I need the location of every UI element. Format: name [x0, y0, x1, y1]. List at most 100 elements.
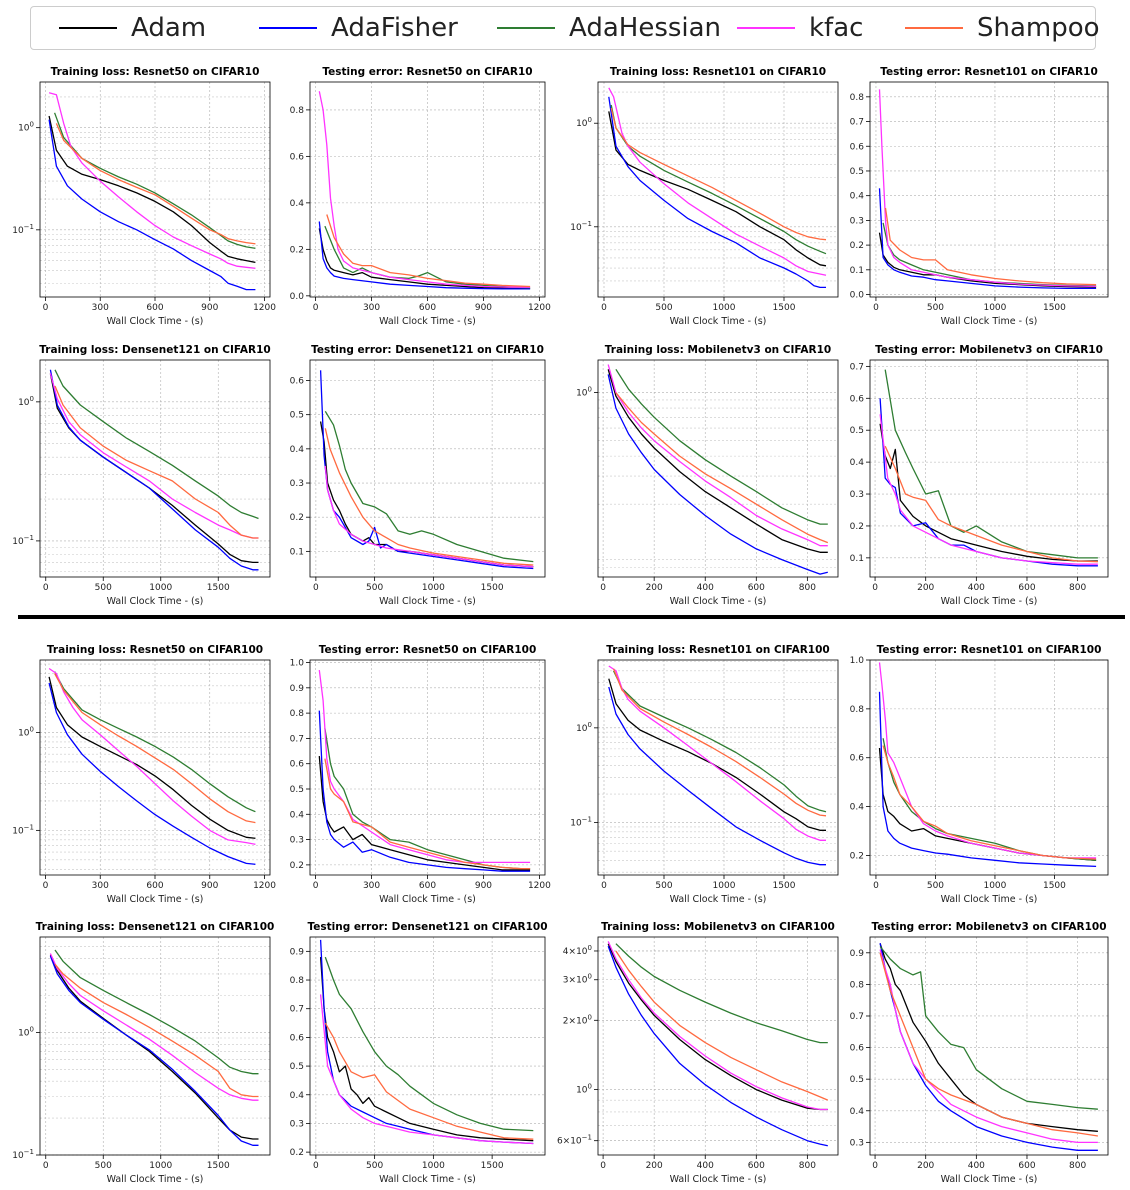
x-axis-label: Wall Clock Time - (s): [107, 1174, 204, 1185]
y-tick-label: 0.5: [290, 1062, 304, 1072]
chart-training-loss-densenet121-on-cifar10: 0 500 1000 1500 10−1 100 Training loss: Densen…: [12, 344, 270, 607]
y-tick-label: 0.6: [290, 377, 305, 387]
x-tick-label: 0: [872, 583, 878, 593]
x-tick-label: 400: [697, 583, 714, 593]
y-tick-label: 0.4: [290, 1091, 305, 1101]
x-tick-label: 200: [646, 583, 663, 593]
series-line-adafisher: [878, 188, 1097, 290]
series-line-kfac: [608, 665, 826, 841]
series-group: [607, 941, 829, 1147]
chart-testing-error-mobilenetv3-on-cifar10: 0 200 400 600 800 0.1 0.2 0.3 0.4 0.5 0.6 0.7 Testin…: [850, 344, 1109, 607]
y-tick-label: 100: [576, 721, 592, 734]
y-tick-label: 2×100: [563, 1013, 592, 1026]
legend-label-adam: Adam: [131, 13, 207, 43]
y-tick-label: 0.8: [290, 106, 305, 116]
x-tick-label: 0: [600, 1161, 606, 1171]
series-line-adahessian: [324, 410, 534, 563]
series-line-adahessian: [615, 368, 828, 525]
plot-frame: [309, 936, 546, 1156]
y-tick-label: 0.4: [850, 1107, 865, 1117]
y-tick-label: 0.5: [290, 411, 304, 421]
series-line-adafisher: [318, 221, 531, 290]
series-line-adafisher: [319, 370, 534, 570]
y-tick-label: 0.2: [850, 522, 864, 532]
series-line-adafisher: [608, 96, 826, 289]
y-tick-label: 1.0: [850, 656, 865, 666]
y-tick-label: 1.0: [290, 659, 305, 669]
x-tick-label: 1200: [253, 303, 276, 313]
series-line-kfac: [319, 994, 534, 1145]
x-tick-label: 800: [799, 1161, 816, 1171]
y-tick-label: 0.7: [290, 1005, 304, 1015]
y-tick-label: 0.1: [290, 547, 304, 557]
x-tick-label: 1000: [149, 583, 172, 593]
x-tick-label: 900: [475, 881, 492, 891]
series-line-adafisher: [607, 945, 828, 1147]
y-tick-label: 100: [18, 725, 34, 738]
chart-title: Training loss: Resnet50 on CIFAR100: [47, 644, 263, 656]
y-tick-label: 0.8: [850, 705, 865, 715]
x-tick-label: 500: [655, 881, 672, 891]
x-axis-label: Wall Clock Time - (s): [107, 316, 204, 327]
series-line-adahessian: [884, 369, 1098, 559]
x-axis-label: Wall Clock Time - (s): [941, 316, 1038, 327]
x-tick-label: 400: [968, 1161, 985, 1171]
x-tick-label: 500: [655, 303, 672, 313]
y-tick-label: 0.1: [850, 266, 864, 276]
plot-frame: [309, 359, 546, 578]
y-tick-label: 10−1: [12, 534, 34, 547]
x-tick-label: 0: [313, 1161, 319, 1171]
y-tick-label: 0.8: [290, 976, 305, 986]
y-tick-label: 0.8: [290, 709, 305, 719]
series-line-kfac: [608, 87, 827, 276]
x-tick-label: 300: [363, 881, 380, 891]
chart-training-loss-resnet50-on-cifar10: 0 300 600 900 1200 10−1 100 Training loss: Resn…: [12, 66, 276, 327]
plot-frame: [39, 936, 271, 1156]
series-line-adahessian: [324, 956, 534, 1132]
chart-training-loss-mobilenetv3-on-cifar10: 0 200 400 600 800 100 Training loss: Mobilenet…: [576, 344, 839, 607]
series-line-kfac: [607, 941, 828, 1111]
x-tick-label: 1200: [528, 303, 551, 313]
x-axis-label: Wall Clock Time - (s): [670, 316, 767, 327]
plot-frame: [309, 659, 546, 876]
x-tick-label: 1000: [149, 1161, 172, 1171]
plot-frame: [869, 359, 1109, 578]
x-tick-label: 1000: [983, 881, 1006, 891]
y-tick-label: 0.7: [290, 734, 304, 744]
y-tick-label: 0.3: [290, 479, 304, 489]
series-group: [48, 667, 256, 865]
y-tick-label: 0.3: [290, 1119, 304, 1129]
x-tick-label: 1000: [713, 303, 736, 313]
x-tick-label: 0: [313, 583, 319, 593]
series-line-adafisher: [878, 691, 1097, 868]
series-line-adam: [608, 111, 827, 267]
series-group: [878, 662, 1097, 868]
chart-title: Training loss: Densenet121 on CIFAR100: [36, 921, 275, 933]
chart-title: Training loss: Mobilenetv3 on CIFAR100: [601, 921, 835, 933]
x-tick-label: 200: [646, 1161, 663, 1171]
x-tick-label: 0: [600, 583, 606, 593]
legend: Adam AdaFisher AdaHessian kfac Shampoo: [30, 6, 1100, 50]
series-line-adafisher: [48, 119, 256, 291]
chart-title: Training loss: Resnet101 on CIFAR100: [606, 644, 829, 656]
y-tick-label: 0.4: [290, 810, 305, 820]
series-line-kfac: [48, 667, 256, 845]
y-tick-label: 3×100: [563, 973, 592, 986]
series-line-shampoo: [610, 107, 827, 241]
x-tick-label: 1500: [207, 1161, 230, 1171]
y-tick-label: 0.8: [850, 980, 865, 990]
x-tick-label: 300: [92, 303, 109, 313]
x-tick-label: 300: [363, 303, 380, 313]
x-tick-label: 800: [1069, 583, 1086, 593]
series-line-adam: [318, 228, 531, 290]
chart-title: Training loss: Mobilenetv3 on CIFAR10: [605, 344, 831, 356]
x-tick-label: 0: [873, 303, 879, 313]
y-tick-label: 0.5: [850, 426, 864, 436]
plot-frame: [39, 659, 271, 876]
legend-swatch-adam: [59, 27, 117, 29]
chart-title: Testing error: Resnet50 on CIFAR10: [322, 66, 532, 78]
series-line-kfac: [324, 465, 534, 568]
x-tick-label: 1500: [773, 303, 796, 313]
series-group: [608, 87, 827, 289]
x-tick-label: 0: [872, 1161, 878, 1171]
